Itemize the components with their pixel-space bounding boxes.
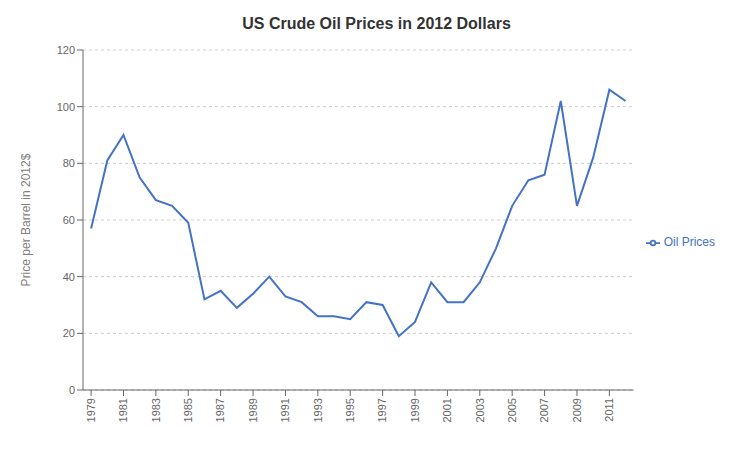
svg-text:20: 20 [63, 327, 75, 339]
svg-text:120: 120 [57, 44, 75, 56]
svg-text:1985: 1985 [182, 398, 194, 422]
svg-text:1989: 1989 [247, 398, 259, 422]
svg-text:60: 60 [63, 214, 75, 226]
svg-text:2007: 2007 [538, 398, 550, 422]
svg-text:2009: 2009 [571, 398, 583, 422]
svg-text:100: 100 [57, 101, 75, 113]
svg-text:40: 40 [63, 271, 75, 283]
svg-text:1979: 1979 [85, 398, 97, 422]
svg-text:2001: 2001 [441, 398, 453, 422]
svg-text:2005: 2005 [506, 398, 518, 422]
svg-text:1997: 1997 [376, 398, 388, 422]
svg-text:1981: 1981 [117, 398, 129, 422]
html-text:Oil Prices: Oil Prices [663, 235, 715, 250]
svg-text:1995: 1995 [344, 398, 356, 422]
svg-text:Price per Barrel in 2012$: Price per Barrel in 2012$ [19, 153, 33, 286]
html-text:US Crude Oil Prices in 2012 Do: US Crude Oil Prices in 2012 Dollars [242, 15, 511, 32]
svg-text:1983: 1983 [150, 398, 162, 422]
svg-text:1999: 1999 [409, 398, 421, 422]
svg-text:1987: 1987 [214, 398, 226, 422]
svg-text:1993: 1993 [312, 398, 324, 422]
svg-text:1991: 1991 [279, 398, 291, 422]
svg-text:0: 0 [69, 384, 75, 396]
svg-text:2011: 2011 [603, 398, 615, 422]
svg-text:80: 80 [63, 157, 75, 169]
svg-text:2003: 2003 [474, 398, 486, 422]
